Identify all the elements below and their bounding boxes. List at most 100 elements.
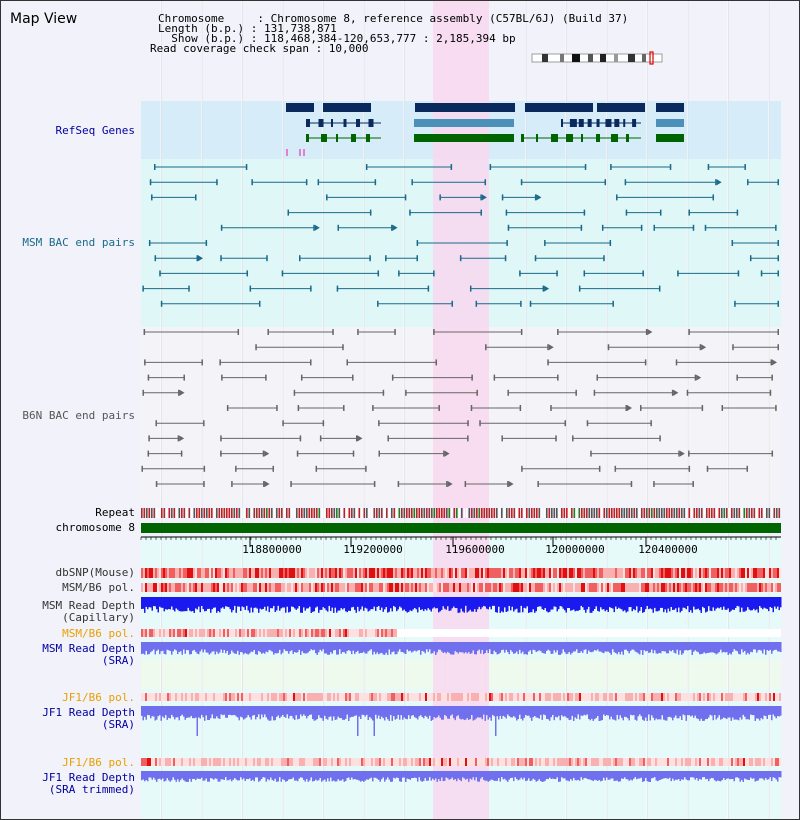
gene-exon xyxy=(596,134,600,142)
track-label-b6n-bac[interactable]: B6N BAC end pairs xyxy=(22,409,135,422)
track-label-jf1-b6-pol-2[interactable]: JF1/B6 pol. xyxy=(62,756,135,769)
jf1-pol2-cell xyxy=(345,758,347,766)
track-label-msm-depth-sra[interactable]: MSM Read Depth xyxy=(42,642,135,655)
jf1-sra-depth-bar xyxy=(340,706,342,719)
msm-pol-cell xyxy=(285,583,287,592)
jf1-sra-depth-bar xyxy=(663,706,665,720)
dbsnp-cell xyxy=(663,568,665,578)
msm-cap-depth-bar xyxy=(319,597,321,610)
track-label-refseq-genes[interactable]: RefSeq Genes xyxy=(55,124,135,137)
msm-sra-depth-bar xyxy=(150,642,152,653)
jf1-sra-depth-bar xyxy=(546,706,548,719)
dbsnp-cell xyxy=(581,568,583,578)
jf1-sra-depth-bar xyxy=(435,706,437,719)
msm-sra-depth-bar xyxy=(720,642,722,650)
repeat-mark xyxy=(201,508,203,518)
msm-pol-cell xyxy=(435,583,437,592)
msm-cap-depth-bar xyxy=(472,597,474,612)
jf1-sra-depth-bar xyxy=(294,706,296,720)
msm-bac-pair-end xyxy=(712,194,715,201)
track-label-msm-b6-pol-1[interactable]: MSM/B6 pol. xyxy=(62,581,135,594)
dbsnp-cell xyxy=(661,568,663,578)
msm-sra-depth-bar xyxy=(439,642,441,650)
jf1-sra-depth-bar xyxy=(462,706,464,719)
jf1-sra-depth-bar xyxy=(496,706,498,717)
dbsnp-cell xyxy=(569,568,571,578)
jf1-pol-cell xyxy=(741,693,743,701)
dbsnp-cell xyxy=(509,568,511,578)
msm-bac-pair-end xyxy=(580,224,583,231)
jf1-pol2-cell xyxy=(761,758,763,766)
msm-pol-cell xyxy=(499,583,501,592)
msm-pol2-cell xyxy=(267,629,269,637)
jf1-pol-cell xyxy=(267,693,269,701)
jf1-pol2-cell xyxy=(771,758,773,766)
track-label-msm-depth-cap[interactable]: MSM Read Depth xyxy=(42,599,135,612)
jf1-trim-depth-bar xyxy=(352,771,354,780)
msm-sra-depth-bar xyxy=(711,642,713,653)
jf1-sra-depth-bar xyxy=(451,706,453,715)
jf1-sra-depth-bar xyxy=(601,706,603,721)
jf1-sra-depth-bar xyxy=(271,706,273,717)
jf1-pol-cell xyxy=(657,693,659,701)
jf1-trim-depth-bar xyxy=(165,771,167,781)
track-label-jf1-depth-trim[interactable]: JF1 Read Depth xyxy=(42,771,135,784)
jf1-trim-depth-bar xyxy=(219,771,221,782)
track-label-repeat[interactable]: Repeat xyxy=(95,506,135,519)
jf1-pol2-cell xyxy=(243,758,245,766)
jf1-pol-cell xyxy=(577,693,579,701)
track-label-msm-bac[interactable]: MSM BAC end pairs xyxy=(22,236,135,249)
dbsnp-cell xyxy=(375,568,377,578)
msm-sra-depth-bar xyxy=(496,642,498,655)
msm-sra-depth-bar xyxy=(316,642,318,655)
msm-pol2-cell xyxy=(257,629,259,637)
jf1-trim-depth-bar xyxy=(657,771,659,782)
dbsnp-cell xyxy=(485,568,487,578)
jf1-pol2-cell xyxy=(299,758,301,766)
track-label-jf1-b6-pol-1[interactable]: JF1/B6 pol. xyxy=(62,691,135,704)
msm-sra-depth-bar xyxy=(511,642,513,652)
track-label-msm-b6-pol-2[interactable]: MSM/B6 pol. xyxy=(62,627,135,640)
jf1-sra-depth-bar xyxy=(720,706,722,720)
jf1-pol-cell xyxy=(269,693,271,701)
jf1-sra-depth-bar xyxy=(256,706,258,717)
b6n-bac-pair-end xyxy=(537,481,539,487)
jf1-sra-depth-bar xyxy=(154,706,156,721)
msm-pol-cell xyxy=(141,583,143,592)
jf1-sra-depth-bar xyxy=(195,706,197,718)
dbsnp-cell xyxy=(521,568,523,578)
msm-cap-depth-bar xyxy=(573,597,575,610)
msm-cap-depth-bar xyxy=(738,597,740,607)
msm-cap-depth-bar xyxy=(178,597,180,612)
jf1-trim-depth-bar xyxy=(141,771,143,781)
msm-pol-cell xyxy=(283,583,285,592)
dbsnp-cell xyxy=(145,568,147,578)
jf1-trim-depth-bar xyxy=(504,771,506,779)
b6n-bac-pair-end xyxy=(378,420,380,427)
jf1-trim-depth-bar xyxy=(457,771,459,779)
jf1-trim-depth-bar xyxy=(324,771,326,780)
jf1-sra-depth-bar xyxy=(697,706,699,720)
jf1-pol2-cell xyxy=(237,758,239,766)
jf1-pol2-cell xyxy=(763,758,765,766)
jf1-pol2-cell xyxy=(563,758,565,766)
jf1-trim-depth-bar xyxy=(166,771,168,779)
jf1-pol-cell xyxy=(461,693,463,701)
repeat-mark xyxy=(536,508,538,518)
track-label-dbsnp[interactable]: dbSNP(Mouse) xyxy=(55,566,135,579)
repeat-mark xyxy=(548,508,551,518)
msm-pol2-cell xyxy=(247,629,249,637)
track-label-chromosome[interactable]: chromosome 8 xyxy=(55,521,135,534)
repeat-mark xyxy=(506,508,508,518)
jf1-sra-depth-bar xyxy=(169,706,171,719)
msm-pol-cell xyxy=(469,583,471,592)
jf1-pol2-cell xyxy=(607,758,609,766)
jf1-pol2-cell xyxy=(673,758,675,766)
jf1-sra-depth-bar xyxy=(621,706,623,718)
jf1-trim-depth-bar xyxy=(186,771,188,782)
msm-pol-cell xyxy=(239,583,241,592)
repeat-mark xyxy=(501,508,503,518)
msm-sra-depth-bar xyxy=(598,642,600,652)
track-label-jf1-depth-sra[interactable]: JF1 Read Depth xyxy=(42,706,135,719)
